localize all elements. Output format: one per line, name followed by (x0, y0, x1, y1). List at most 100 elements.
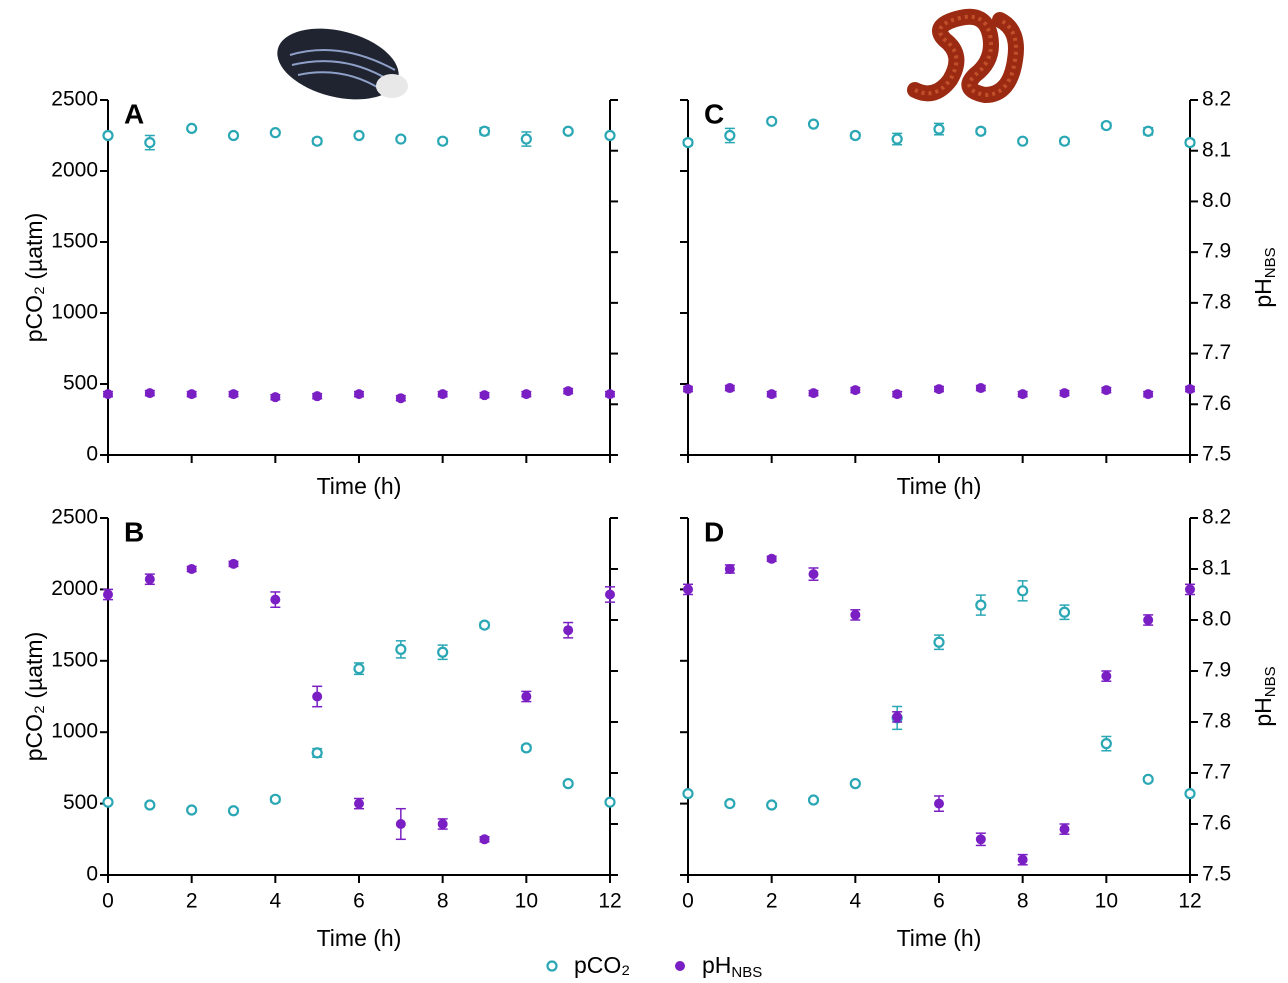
marker (186, 564, 197, 574)
marker (311, 747, 323, 759)
marker (1017, 389, 1028, 400)
marker (605, 589, 615, 600)
marker (724, 797, 736, 810)
marker (520, 742, 532, 754)
marker (933, 636, 945, 648)
x-axis-label: Time (h) (897, 925, 982, 951)
y2-tick-label: 7.5 (1202, 443, 1231, 466)
x-tick-label: 10 (1095, 890, 1118, 913)
marker (766, 553, 777, 564)
x-tick-label: 4 (849, 890, 861, 913)
marker (437, 389, 448, 400)
marker (724, 129, 736, 142)
marker (479, 390, 490, 401)
marker (269, 793, 281, 805)
marker (1142, 773, 1154, 785)
marker (479, 834, 490, 845)
marker (186, 804, 198, 816)
y2-axis-label: pHNBS (1250, 666, 1279, 726)
y2-tick-label: 7.9 (1202, 659, 1231, 682)
marker (562, 778, 574, 790)
marker (521, 691, 532, 702)
y2-tick-label: 7.7 (1202, 761, 1231, 784)
marker (850, 609, 861, 620)
marker (437, 819, 448, 829)
y2-tick-label: 7.8 (1202, 710, 1231, 733)
y2-tick-label: 7.9 (1202, 240, 1231, 263)
y-tick-label: 0 (86, 443, 98, 466)
marker (353, 129, 365, 142)
marker (227, 805, 240, 817)
legend-label-main: pH (702, 952, 731, 978)
legend-label: pHNBS (702, 952, 762, 981)
panel-label: A (124, 98, 144, 129)
marker (807, 118, 820, 130)
y2-tick-label: 7.5 (1202, 863, 1231, 886)
marker (1059, 824, 1070, 835)
x-tick-label: 0 (102, 890, 114, 913)
marker (1059, 388, 1070, 399)
marker (975, 834, 986, 845)
x-tick-label: 8 (437, 890, 449, 913)
marker (312, 691, 323, 702)
marker (892, 389, 903, 400)
y-tick-label: 0 (86, 863, 98, 886)
marker (849, 778, 861, 790)
y2-axis-label-sub: NBS (1262, 666, 1279, 697)
y2-tick-label: 8.1 (1202, 138, 1231, 161)
y-tick-label: 2000 (51, 577, 98, 600)
marker (103, 589, 113, 600)
marker (1017, 585, 1029, 597)
y-tick-label: 1000 (51, 720, 98, 743)
marker (228, 558, 239, 569)
marker (102, 129, 114, 142)
x-tick-label: 12 (1178, 890, 1201, 913)
legend-marker (675, 961, 685, 971)
marker (850, 385, 861, 396)
marker (975, 599, 987, 611)
marker (270, 392, 281, 403)
marker (562, 125, 574, 137)
marker (724, 383, 735, 394)
marker (975, 125, 987, 137)
marker (1017, 854, 1028, 865)
x-tick-label: 12 (598, 890, 621, 913)
marker (354, 798, 364, 809)
marker (478, 619, 491, 631)
marker (520, 133, 532, 145)
marker (186, 389, 197, 400)
y2-axis-label-main: pH (1250, 697, 1276, 726)
marker (605, 389, 615, 400)
y2-tick-label: 7.8 (1202, 290, 1231, 313)
x-tick-label: 2 (186, 890, 198, 913)
marker (975, 383, 986, 394)
marker (312, 391, 323, 402)
y2-tick-label: 8.1 (1202, 557, 1231, 580)
y-axis-label: pCO₂ (µatm) (21, 213, 47, 343)
marker (682, 788, 694, 800)
marker (563, 625, 574, 636)
marker (604, 129, 616, 142)
marker (144, 388, 155, 399)
marker (437, 646, 449, 658)
x-tick-label: 8 (1017, 890, 1029, 913)
legend-label: pCO₂ (574, 952, 630, 978)
marker (1058, 606, 1071, 618)
y-tick-label: 1000 (51, 301, 98, 324)
y2-tick-label: 8.0 (1202, 189, 1231, 212)
marker (270, 594, 281, 605)
y-tick-label: 2000 (51, 159, 98, 182)
worm-icon (907, 8, 1024, 104)
y2-axis-label-main: pH (1250, 278, 1276, 307)
marker (1100, 119, 1112, 132)
marker (808, 388, 819, 399)
x-tick-label: 6 (933, 890, 945, 913)
marker (682, 137, 694, 149)
marker (478, 125, 491, 137)
marker (1184, 137, 1196, 149)
y-tick-label: 500 (63, 372, 98, 395)
marker (724, 564, 735, 574)
marker (1185, 384, 1195, 395)
marker (1185, 584, 1195, 595)
